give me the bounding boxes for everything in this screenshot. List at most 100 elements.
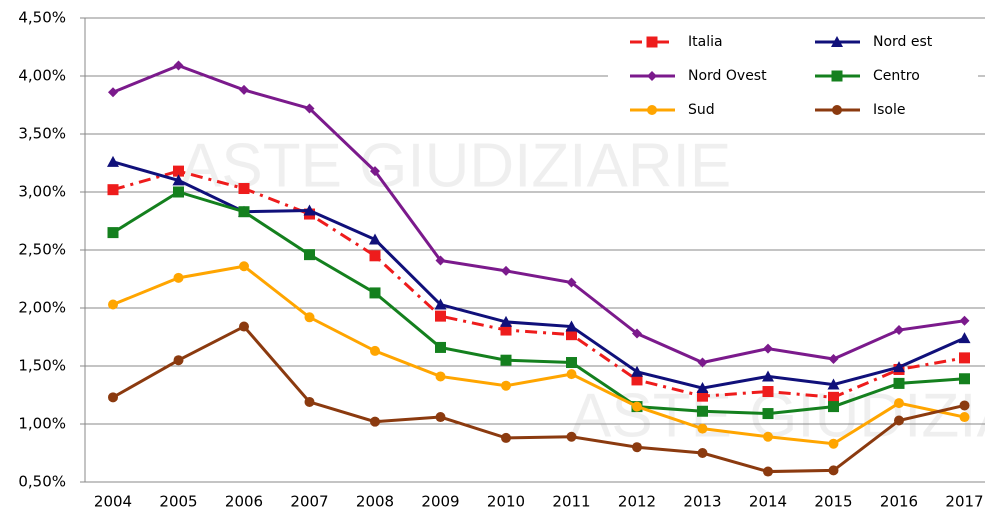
marker: [238, 183, 250, 195]
marker: [632, 442, 642, 453]
marker: [304, 396, 315, 407]
marker: [435, 255, 446, 266]
marker: [566, 431, 577, 442]
marker: [107, 184, 119, 196]
marker: [239, 261, 249, 272]
marker: [566, 357, 577, 369]
marker: [435, 341, 446, 353]
marker: [500, 315, 512, 327]
marker: [762, 408, 774, 420]
legend-label: Sud: [688, 102, 715, 118]
marker: [894, 398, 904, 409]
y-tick-label: 4,50%: [18, 9, 66, 27]
marker: [172, 174, 185, 186]
x-tick-label: 2013: [683, 493, 721, 511]
y-tick-label: 2,50%: [18, 241, 66, 259]
marker: [959, 373, 970, 385]
x-tick-label: 2009: [421, 493, 459, 511]
series: [108, 321, 970, 477]
marker: [369, 287, 381, 299]
x-tick-label: 2015: [814, 493, 852, 511]
y-tick-label: 1,00%: [18, 415, 66, 433]
marker: [238, 206, 250, 218]
marker: [959, 352, 970, 364]
marker: [958, 332, 971, 344]
marker: [108, 87, 118, 98]
marker: [762, 370, 774, 382]
series: [107, 165, 970, 403]
x-tick-label: 2016: [880, 493, 918, 511]
marker: [697, 448, 708, 458]
marker: [763, 343, 773, 354]
series-line: [112, 160, 966, 390]
marker: [435, 371, 446, 382]
marker: [959, 400, 970, 411]
marker: [108, 299, 118, 310]
marker: [959, 412, 970, 423]
marker: [566, 329, 577, 341]
legend-label: Nord Ovest: [688, 68, 767, 84]
marker: [108, 392, 118, 403]
marker: [369, 233, 381, 245]
marker: [893, 361, 905, 373]
legend-marker: [647, 105, 657, 115]
x-tick-label: 2010: [487, 493, 525, 511]
legend-marker: [646, 36, 658, 48]
marker: [828, 438, 839, 449]
marker: [631, 374, 643, 386]
marker: [173, 165, 184, 177]
series-line: [112, 190, 965, 416]
marker: [763, 466, 773, 477]
marker: [566, 369, 577, 380]
marker: [828, 465, 839, 476]
marker: [303, 204, 316, 216]
legend-label: Isole: [873, 102, 906, 118]
series-line: [112, 264, 965, 446]
marker: [239, 321, 249, 332]
marker: [173, 355, 184, 366]
marker: [632, 328, 642, 339]
marker: [697, 357, 708, 368]
series-line: [112, 169, 965, 399]
marker: [173, 60, 184, 71]
marker: [500, 354, 512, 366]
y-tick-label: 3,50%: [18, 125, 66, 143]
marker: [435, 310, 446, 322]
legend-marker: [832, 105, 842, 115]
watermark: ASTE GIUDIZIARIE: [180, 131, 731, 200]
x-tick-label: 2004: [94, 493, 132, 511]
series-line: [112, 63, 965, 365]
marker: [763, 431, 773, 442]
marker: [631, 365, 643, 377]
marker: [828, 401, 839, 413]
marker: [239, 84, 249, 95]
marker: [894, 415, 904, 426]
marker: [632, 401, 642, 412]
marker: [696, 382, 709, 394]
marker: [566, 277, 577, 288]
legend: Italia Nord est Nord Ovest Centro Sud Isole: [608, 26, 978, 126]
y-tick-label: 4,00%: [18, 67, 66, 85]
marker: [959, 315, 970, 326]
marker: [435, 412, 446, 423]
marker: [828, 391, 839, 403]
marker: [697, 390, 708, 402]
marker: [370, 345, 380, 356]
marker: [370, 166, 380, 177]
marker: [828, 354, 839, 365]
y-tick-label: 2,00%: [18, 299, 66, 317]
marker: [565, 320, 578, 332]
y-tick-label: 1,50%: [18, 357, 66, 375]
marker: [501, 265, 511, 276]
marker: [501, 432, 511, 443]
x-tick-label: 2008: [356, 493, 394, 511]
series: [108, 60, 970, 368]
marker: [434, 298, 447, 310]
marker: [304, 312, 315, 323]
legend-marker: [831, 36, 843, 47]
legend-label: Nord est: [873, 34, 933, 50]
marker: [501, 380, 511, 391]
legend-marker: [647, 71, 657, 81]
marker: [304, 249, 315, 261]
